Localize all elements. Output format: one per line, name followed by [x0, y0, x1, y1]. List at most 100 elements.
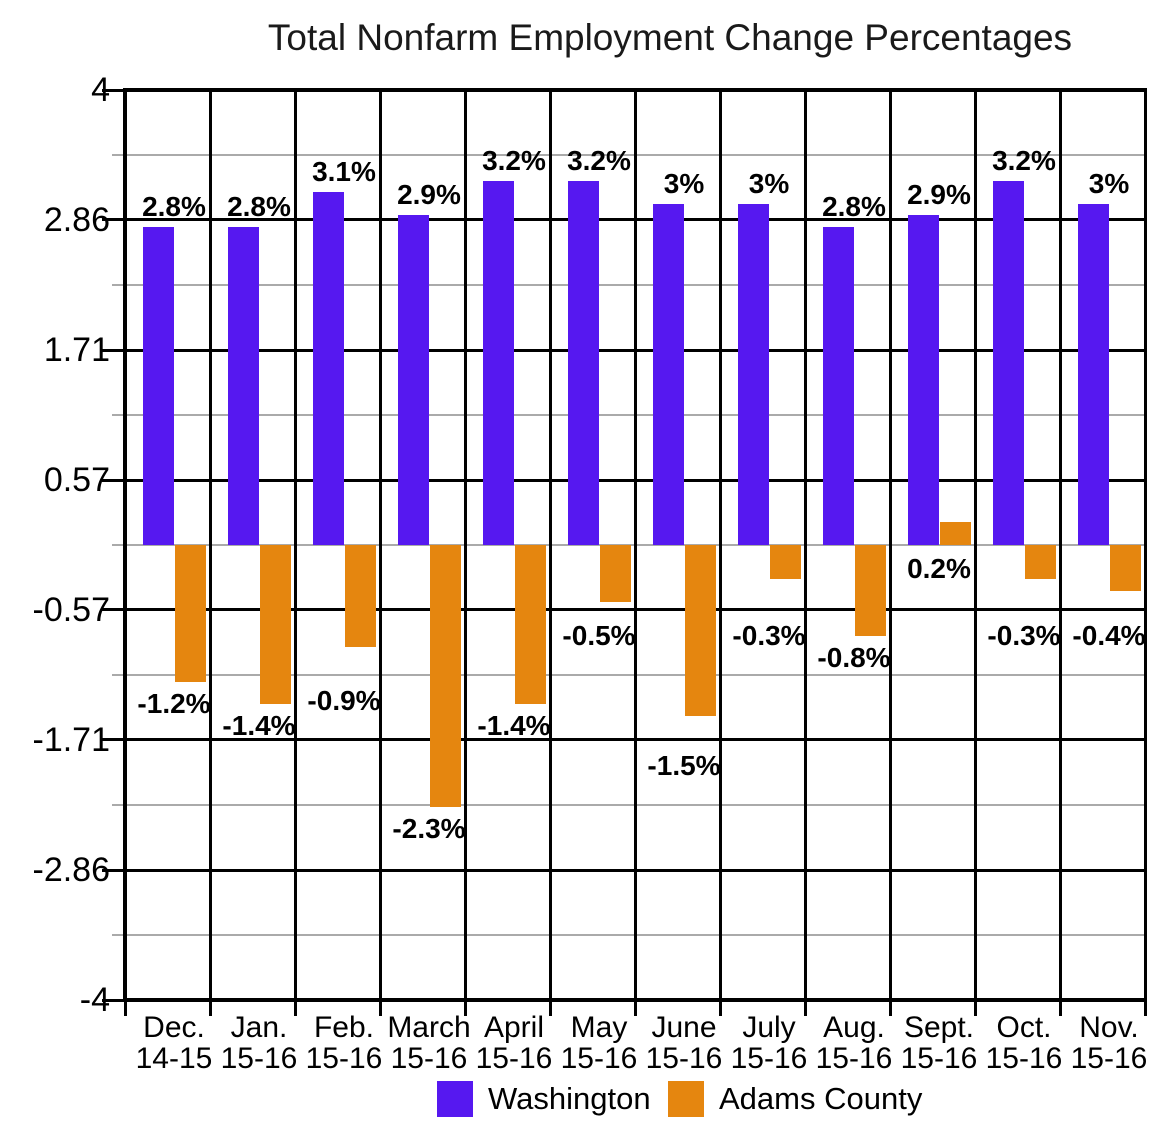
bar-adams-county — [770, 545, 801, 580]
x-axis-label-line2: 15-16 — [560, 1042, 638, 1075]
x-axis-label: Aug. 15-16 — [795, 1012, 913, 1074]
bar-washington — [993, 181, 1024, 545]
x-axis-label-line1: Dec. — [143, 1011, 205, 1044]
value-label-washington: 3% — [663, 167, 705, 199]
vertical-gridline — [1143, 90, 1147, 1000]
value-label-adams-county: -1.4% — [222, 710, 296, 742]
x-axis-label-line2: 14-15 — [135, 1042, 213, 1075]
value-label-adams-county: -1.5% — [647, 749, 721, 781]
y-axis-minor-tick — [112, 153, 125, 156]
y-axis-tick-label: -0.57 — [32, 590, 111, 629]
x-axis-label-line2: 15-16 — [900, 1042, 978, 1075]
bar-adams-county — [175, 545, 206, 682]
value-label-adams-county: -0.5% — [562, 619, 636, 651]
x-axis-label-line2: 15-16 — [1070, 1042, 1148, 1075]
x-axis-tick — [293, 1000, 297, 1016]
y-axis-major-tick — [102, 998, 125, 1002]
x-axis-label-line1: Feb. — [313, 1011, 375, 1044]
chart-title: Total Nonfarm Employment Change Percenta… — [267, 17, 1073, 58]
value-label-adams-county: -0.9% — [307, 684, 381, 716]
value-label-adams-county: -0.3% — [987, 619, 1061, 651]
bar-adams-county — [685, 545, 716, 716]
x-axis-tick — [208, 1000, 212, 1016]
bar-washington — [653, 203, 684, 545]
bar-adams-county — [1110, 545, 1141, 591]
x-axis-tick — [718, 1000, 722, 1016]
bar-adams-county — [260, 545, 291, 705]
y-axis-tick-label: 4 — [91, 71, 110, 109]
x-axis-label-line2: 15-16 — [390, 1042, 468, 1075]
vertical-gridline — [378, 90, 382, 1000]
y-axis-tick-label: 1.71 — [43, 331, 110, 370]
value-label-washington: 3.1% — [312, 156, 376, 188]
y-axis-major-tick — [102, 348, 125, 352]
y-axis-major-tick — [102, 218, 125, 222]
bar-adams-county — [430, 545, 461, 807]
vertical-gridline — [293, 90, 297, 1000]
y-axis-tick-label: 2.86 — [43, 200, 110, 239]
bar-washington — [313, 192, 344, 545]
value-label-washington: 3% — [748, 167, 790, 199]
value-label-washington: 2.8% — [822, 190, 886, 222]
x-axis-label: Feb. 15-16 — [285, 1012, 403, 1074]
x-axis-label-line1: April — [483, 1011, 544, 1044]
bar-washington — [823, 226, 854, 545]
x-axis-label-line1: Jan. — [230, 1011, 288, 1044]
x-axis-label-line1: Nov. — [1079, 1011, 1139, 1044]
value-label-washington: 2.8% — [227, 190, 291, 222]
value-label-washington: 3% — [1088, 167, 1130, 199]
x-axis-label: Nov. 15-16 — [1050, 1012, 1168, 1074]
value-label-adams-county: -0.3% — [732, 619, 806, 651]
y-axis-minor-tick — [112, 283, 125, 286]
bar-adams-county — [1025, 545, 1056, 580]
y-axis-minor-tick — [112, 804, 125, 807]
x-axis-label-line2: 15-16 — [730, 1042, 808, 1075]
value-label-adams-county: -0.4% — [1072, 619, 1146, 651]
vertical-gridline — [463, 90, 467, 1000]
bar-washington — [228, 226, 259, 545]
y-axis-tick-label: 0.57 — [43, 461, 110, 500]
y-axis-major-tick — [102, 88, 125, 92]
vertical-gridline — [718, 90, 722, 1000]
value-label-washington: 3.2% — [482, 145, 546, 176]
bar-adams-county — [345, 545, 376, 648]
value-label-washington: 3.2% — [992, 145, 1056, 176]
bar-washington — [143, 226, 174, 545]
x-axis-label-line1: May — [570, 1011, 628, 1044]
x-axis-label: Jan. 15-16 — [200, 1012, 318, 1074]
bar-washington — [398, 215, 429, 545]
value-label-washington: 2.9% — [907, 179, 971, 211]
x-axis-label-line1: Aug. — [823, 1011, 885, 1044]
x-axis-label-line2: 15-16 — [985, 1042, 1063, 1075]
value-label-washington: 2.9% — [397, 179, 461, 211]
value-label-adams-county: -0.8% — [817, 642, 891, 673]
bar-washington — [568, 181, 599, 545]
x-axis-tick — [888, 1000, 892, 1016]
value-label-washington: 3.2% — [567, 145, 631, 176]
x-axis-label-line2: 15-16 — [815, 1042, 893, 1075]
y-axis-major-tick — [102, 478, 125, 482]
x-axis-label-line2: 15-16 — [645, 1042, 723, 1075]
y-axis-tick-label: -4 — [79, 981, 110, 1019]
bar-adams-county — [515, 545, 546, 705]
y-axis-minor-tick — [112, 544, 125, 546]
x-axis-label-line1: Oct. — [996, 1011, 1052, 1044]
bar-adams-county — [855, 545, 886, 636]
value-label-adams-county: -1.4% — [477, 710, 551, 742]
vertical-gridline — [548, 90, 552, 1000]
x-axis-label: May 15-16 — [540, 1012, 658, 1074]
y-axis-tick-label: -2.86 — [32, 851, 111, 890]
x-axis-label: April 15-16 — [455, 1012, 573, 1074]
x-axis-label: Sept. 15-16 — [880, 1012, 998, 1074]
vertical-gridline — [1058, 90, 1062, 1000]
y-axis-minor-tick — [112, 934, 125, 937]
y-axis-major-tick — [102, 868, 125, 872]
plot-border-bottom — [123, 998, 1147, 1002]
x-axis-label-line1: July — [742, 1011, 796, 1044]
x-axis-tick — [548, 1000, 552, 1016]
x-axis-label-line1: June — [651, 1011, 717, 1044]
value-label-adams-county: -2.3% — [392, 812, 466, 844]
y-axis-tick-label: -1.71 — [32, 720, 111, 759]
